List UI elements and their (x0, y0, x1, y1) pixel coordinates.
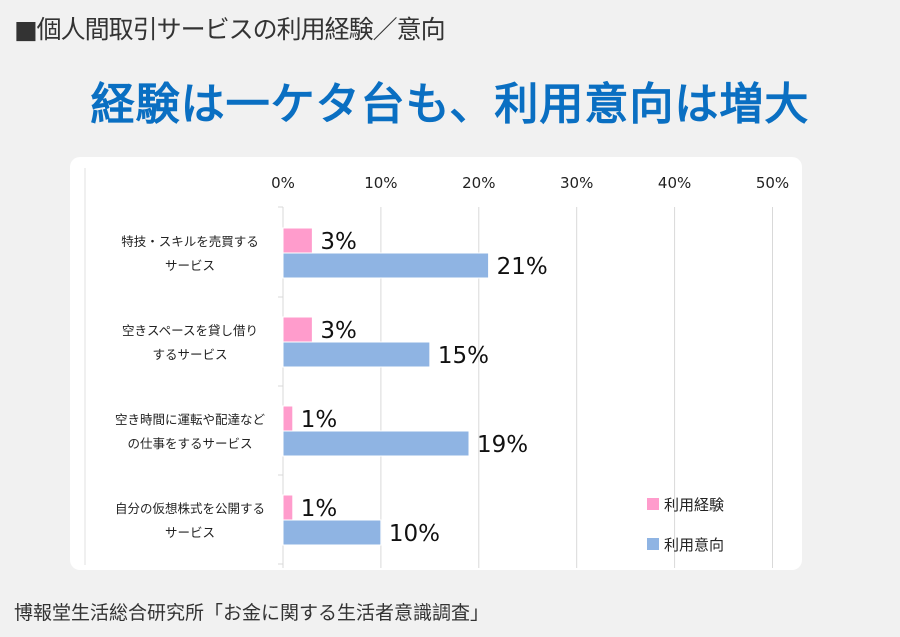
bar-intention (282, 252, 490, 279)
bar-experience (282, 227, 313, 254)
bar-intention (282, 341, 431, 368)
category-label: サービス (165, 525, 215, 540)
category-label: 空き時間に運転や配達など (115, 412, 266, 427)
category-label: の仕事をするサービス (127, 436, 252, 451)
legend-label: 利用意向 (664, 536, 724, 554)
category-label: サービス (165, 258, 215, 273)
bar-experience (282, 316, 313, 343)
category-label: 自分の仮想株式を公開する (115, 501, 265, 516)
data-label: 19% (477, 432, 528, 458)
bar-experience (282, 494, 294, 521)
legend-swatch (647, 538, 659, 550)
data-label: 3% (320, 318, 357, 344)
category-label: 空きスペースを貸し借り (122, 323, 258, 338)
x-tick-label: 40% (658, 174, 691, 192)
bar-intention (282, 430, 470, 457)
data-label: 21% (497, 254, 548, 280)
legend-swatch (647, 498, 659, 510)
data-label: 10% (389, 521, 440, 547)
legend-label: 利用経験 (664, 496, 724, 514)
x-tick-label: 10% (364, 174, 397, 192)
data-label: 15% (438, 343, 489, 369)
x-tick-label: 0% (271, 174, 295, 192)
category-label: するサービス (152, 347, 227, 362)
x-tick-label: 30% (560, 174, 593, 192)
headline: 経験は一ケタ台も、利用意向は増大 (90, 79, 810, 130)
data-label: 1% (301, 496, 338, 522)
data-label: 3% (320, 229, 357, 255)
x-tick-label: 50% (756, 174, 789, 192)
data-label: 1% (301, 407, 338, 433)
category-label: 特技・スキルを売買する (121, 234, 259, 249)
chart-card (70, 157, 802, 570)
page-header: ■個人間取引サービスの利用経験／意向 (14, 15, 446, 44)
bar-experience (282, 405, 294, 432)
source-footer: 博報堂生活総合研究所「お金に関する生活者意識調査」 (14, 602, 490, 624)
x-tick-label: 20% (462, 174, 495, 192)
bar-intention (282, 519, 382, 546)
